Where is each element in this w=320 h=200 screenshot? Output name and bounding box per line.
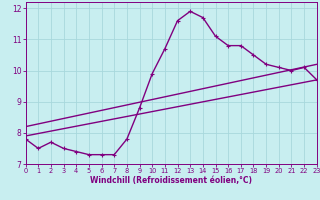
X-axis label: Windchill (Refroidissement éolien,°C): Windchill (Refroidissement éolien,°C) — [90, 176, 252, 185]
